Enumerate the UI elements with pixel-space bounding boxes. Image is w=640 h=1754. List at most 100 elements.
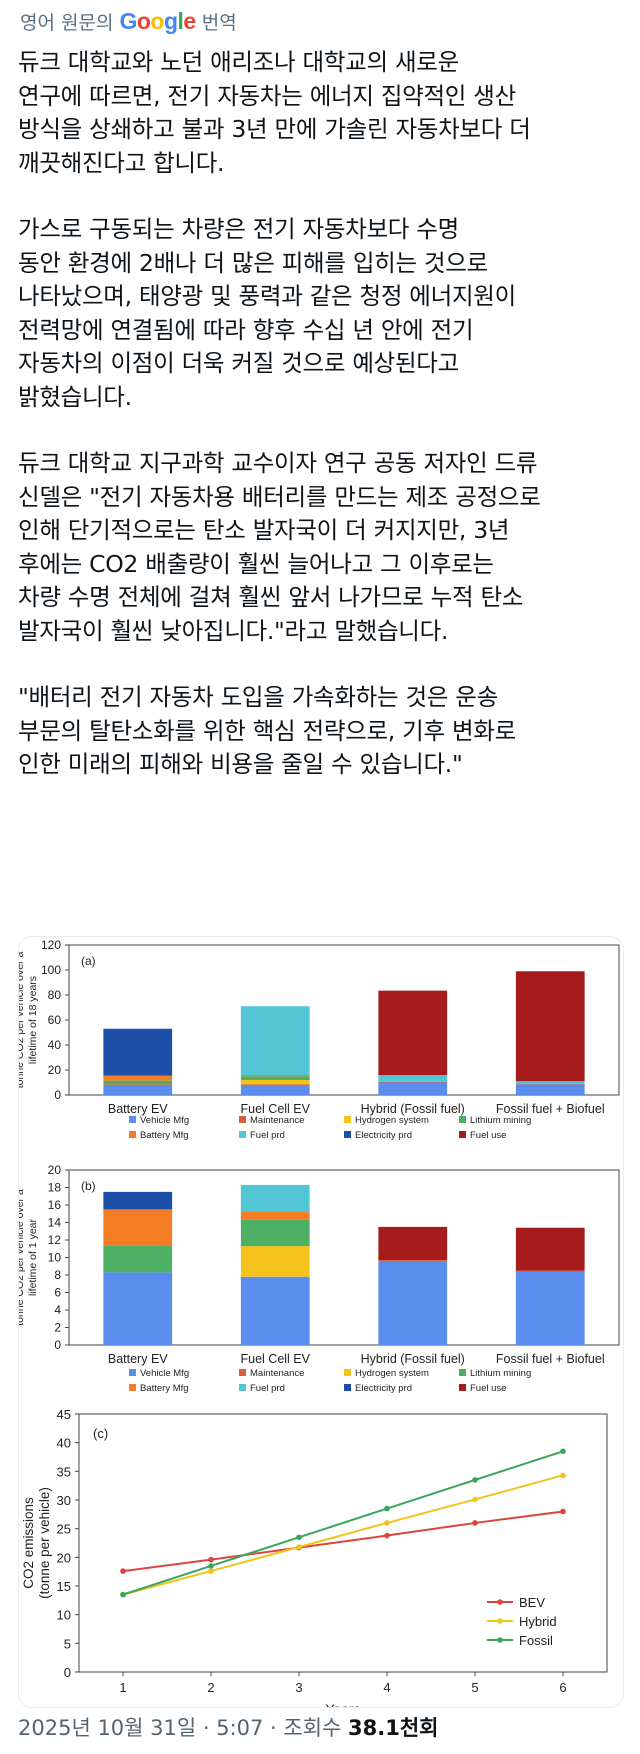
y-tick-label: 14 bbox=[48, 1216, 62, 1230]
legend-swatch bbox=[129, 1369, 136, 1376]
y-tick-label: 2 bbox=[54, 1321, 61, 1335]
plot-frame bbox=[78, 1413, 608, 1673]
y-axis-label-line: lifetime of 18 years bbox=[27, 976, 39, 1064]
y-tick-label: 18 bbox=[48, 1181, 62, 1195]
legend-swatch bbox=[239, 1369, 246, 1376]
bar-segment bbox=[103, 1080, 173, 1085]
bar-segment bbox=[240, 1085, 310, 1095]
legend-label: Hybrid bbox=[519, 1614, 557, 1629]
legend-label: Hydrogen system bbox=[355, 1368, 429, 1379]
bar-segment bbox=[103, 1209, 173, 1246]
legend-marker bbox=[497, 1637, 503, 1643]
bar-segment bbox=[515, 1081, 585, 1084]
legend-label: Maintenance bbox=[250, 1115, 304, 1126]
bar-segment bbox=[515, 1227, 585, 1271]
y-axis-label-line: lifetime of 1 year bbox=[27, 1218, 39, 1296]
series-line bbox=[122, 1474, 564, 1596]
legend-label: Lithium mining bbox=[470, 1115, 531, 1126]
x-tick-label: Battery EV bbox=[108, 1102, 168, 1116]
y-tick-label: 20 bbox=[57, 1550, 71, 1565]
legend-swatch bbox=[459, 1369, 466, 1376]
y-tick-label: 8 bbox=[54, 1268, 61, 1282]
tweet-body: 듀크 대학교와 노던 애리조나 대학교의 새로운 연구에 따르면, 전기 자동차… bbox=[18, 46, 628, 815]
x-tick-label: Fuel Cell EV bbox=[241, 1102, 311, 1116]
x-tick-label: Hybrid (Fossil fuel) bbox=[361, 1102, 465, 1116]
y-tick-label: 0 bbox=[64, 1665, 71, 1680]
x-tick-label: 3 bbox=[295, 1680, 302, 1695]
bar-segment bbox=[378, 1081, 448, 1083]
y-tick-label: 100 bbox=[41, 963, 61, 977]
panel-label: (c) bbox=[93, 1426, 108, 1441]
data-point bbox=[208, 1568, 214, 1574]
google-logo-letter: o bbox=[136, 7, 151, 34]
translation-attribution[interactable]: 영어 원문의 Google 번역 bbox=[20, 6, 237, 36]
y-tick-label: 20 bbox=[48, 1163, 62, 1177]
data-point bbox=[560, 1508, 566, 1515]
legend-swatch bbox=[344, 1116, 351, 1123]
data-point bbox=[296, 1534, 302, 1541]
translation-suffix: 번역 bbox=[201, 11, 237, 34]
google-logo-letter: o bbox=[150, 7, 164, 34]
y-tick-label: 6 bbox=[54, 1286, 61, 1300]
panel-label: (a) bbox=[81, 954, 96, 968]
data-point bbox=[384, 1505, 390, 1512]
x-tick-label: Battery EV bbox=[108, 1352, 168, 1366]
data-point bbox=[296, 1544, 302, 1550]
y-axis-label: tonne CO2 per vehicle over alifetime of … bbox=[19, 1189, 39, 1326]
legend-label: BEV bbox=[519, 1595, 545, 1610]
legend-swatch bbox=[239, 1116, 246, 1123]
bar-segment bbox=[515, 1084, 585, 1095]
bar-segment bbox=[378, 1075, 448, 1082]
legend-swatch bbox=[459, 1384, 466, 1391]
legend-label: Lithium mining bbox=[470, 1368, 531, 1379]
y-tick-label: 0 bbox=[54, 1088, 61, 1102]
legend-label: Electricity prd bbox=[355, 1383, 412, 1394]
y-tick-label: 20 bbox=[48, 1063, 62, 1077]
y-tick-label: 15 bbox=[57, 1579, 71, 1594]
y-tick-label: 16 bbox=[48, 1198, 62, 1212]
y-tick-label: 80 bbox=[48, 988, 62, 1002]
x-tick-label: Fuel Cell EV bbox=[241, 1352, 311, 1366]
legend-label: Maintenance bbox=[250, 1368, 304, 1379]
tweet-paragraph: "배터리 전기 자동차 도입을 가속화하는 것은 운송 부문의 탈탄소화를 위한… bbox=[18, 683, 516, 778]
bar-segment bbox=[378, 1081, 448, 1082]
x-tick-label: Fossil fuel + Biofuel bbox=[496, 1102, 605, 1116]
bar-segment bbox=[378, 1226, 448, 1261]
y-tick-label: 30 bbox=[57, 1493, 71, 1508]
translation-prefix: 영어 원문의 bbox=[20, 11, 114, 34]
legend-swatch bbox=[459, 1116, 466, 1123]
x-tick-label: Fossil fuel + Biofuel bbox=[496, 1352, 605, 1366]
y-axis-label-line: tonne CO2 per vehicle over a bbox=[19, 952, 26, 1089]
bar-segment bbox=[240, 1219, 310, 1247]
y-tick-label: 40 bbox=[48, 1038, 62, 1052]
bar-segment bbox=[515, 971, 585, 1082]
x-tick-label: Hybrid (Fossil fuel) bbox=[361, 1352, 465, 1366]
y-axis-label: tonne CO2 per vehicle over alifetime of … bbox=[19, 952, 39, 1089]
y-tick-label: 120 bbox=[41, 938, 61, 952]
y-tick-label: 45 bbox=[57, 1407, 71, 1422]
x-axis-label: Years bbox=[325, 1701, 360, 1707]
bar-segment bbox=[103, 1272, 173, 1345]
y-tick-label: 4 bbox=[54, 1303, 61, 1317]
y-tick-label: 25 bbox=[57, 1522, 71, 1537]
data-point bbox=[208, 1556, 214, 1563]
legend-label: Battery Mfg bbox=[140, 1383, 189, 1394]
y-tick-label: 40 bbox=[57, 1436, 71, 1451]
legend-swatch bbox=[344, 1369, 351, 1376]
x-tick-label: 6 bbox=[559, 1680, 566, 1695]
x-tick-label: 2 bbox=[207, 1680, 214, 1695]
bar-segment bbox=[240, 1246, 310, 1277]
bar-segment bbox=[240, 1075, 310, 1077]
tweet-paragraph: 듀크 대학교와 노던 애리조나 대학교의 새로운 연구에 따르면, 전기 자동차… bbox=[18, 48, 531, 177]
data-point bbox=[560, 1448, 566, 1455]
google-logo-letter: l bbox=[177, 7, 184, 34]
bar-segment bbox=[103, 1191, 173, 1210]
y-tick-label: 12 bbox=[48, 1233, 62, 1247]
bar-segment bbox=[515, 1271, 585, 1345]
data-point bbox=[472, 1520, 478, 1526]
y-axis-label-line: CO2 emissions bbox=[21, 1497, 36, 1589]
tweet-image[interactable]: 0 20 40 60 80 100 120 (a) tonne CO2 per vehicle … bbox=[18, 936, 624, 1708]
tweet-metadata: 2025년 10월 31일 · 5:07 · 조회수 38.1천회 bbox=[18, 1712, 439, 1742]
tweet-timestamp[interactable]: 2025년 10월 31일 · 5:07 · 조회수 bbox=[18, 1716, 349, 1740]
legend-label: Vehicle Mfg bbox=[140, 1368, 189, 1379]
